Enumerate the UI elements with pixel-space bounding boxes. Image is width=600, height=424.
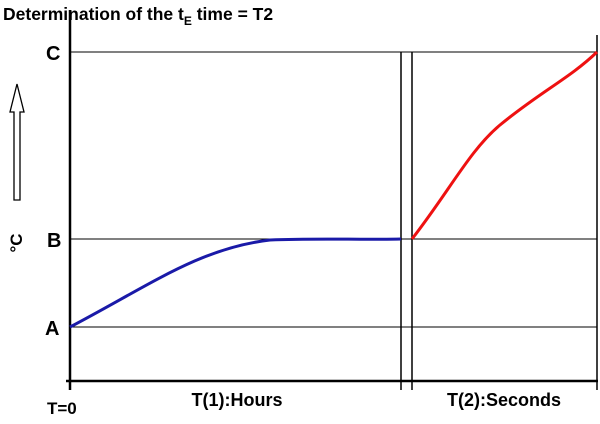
level-label-a: A <box>45 318 59 340</box>
y-axis-label: °C <box>7 233 26 252</box>
title-subscript: E <box>184 14 192 28</box>
x-segment2-label: T(2):Seconds <box>447 390 561 410</box>
level-label-c: C <box>46 43 60 65</box>
title-prefix: Determination of the t <box>3 4 184 24</box>
title-suffix: time = T2 <box>192 4 273 24</box>
level-label-b: B <box>47 230 61 252</box>
up-arrow-icon <box>9 83 25 201</box>
curve-slow-heating <box>69 237 402 329</box>
curve-fast-heating <box>410 50 599 240</box>
x-segment1-label: T(1):Hours <box>192 390 283 410</box>
x-origin-label: T=0 <box>47 399 77 418</box>
diagram-title: Determination of the tE time = T2 <box>3 4 273 28</box>
